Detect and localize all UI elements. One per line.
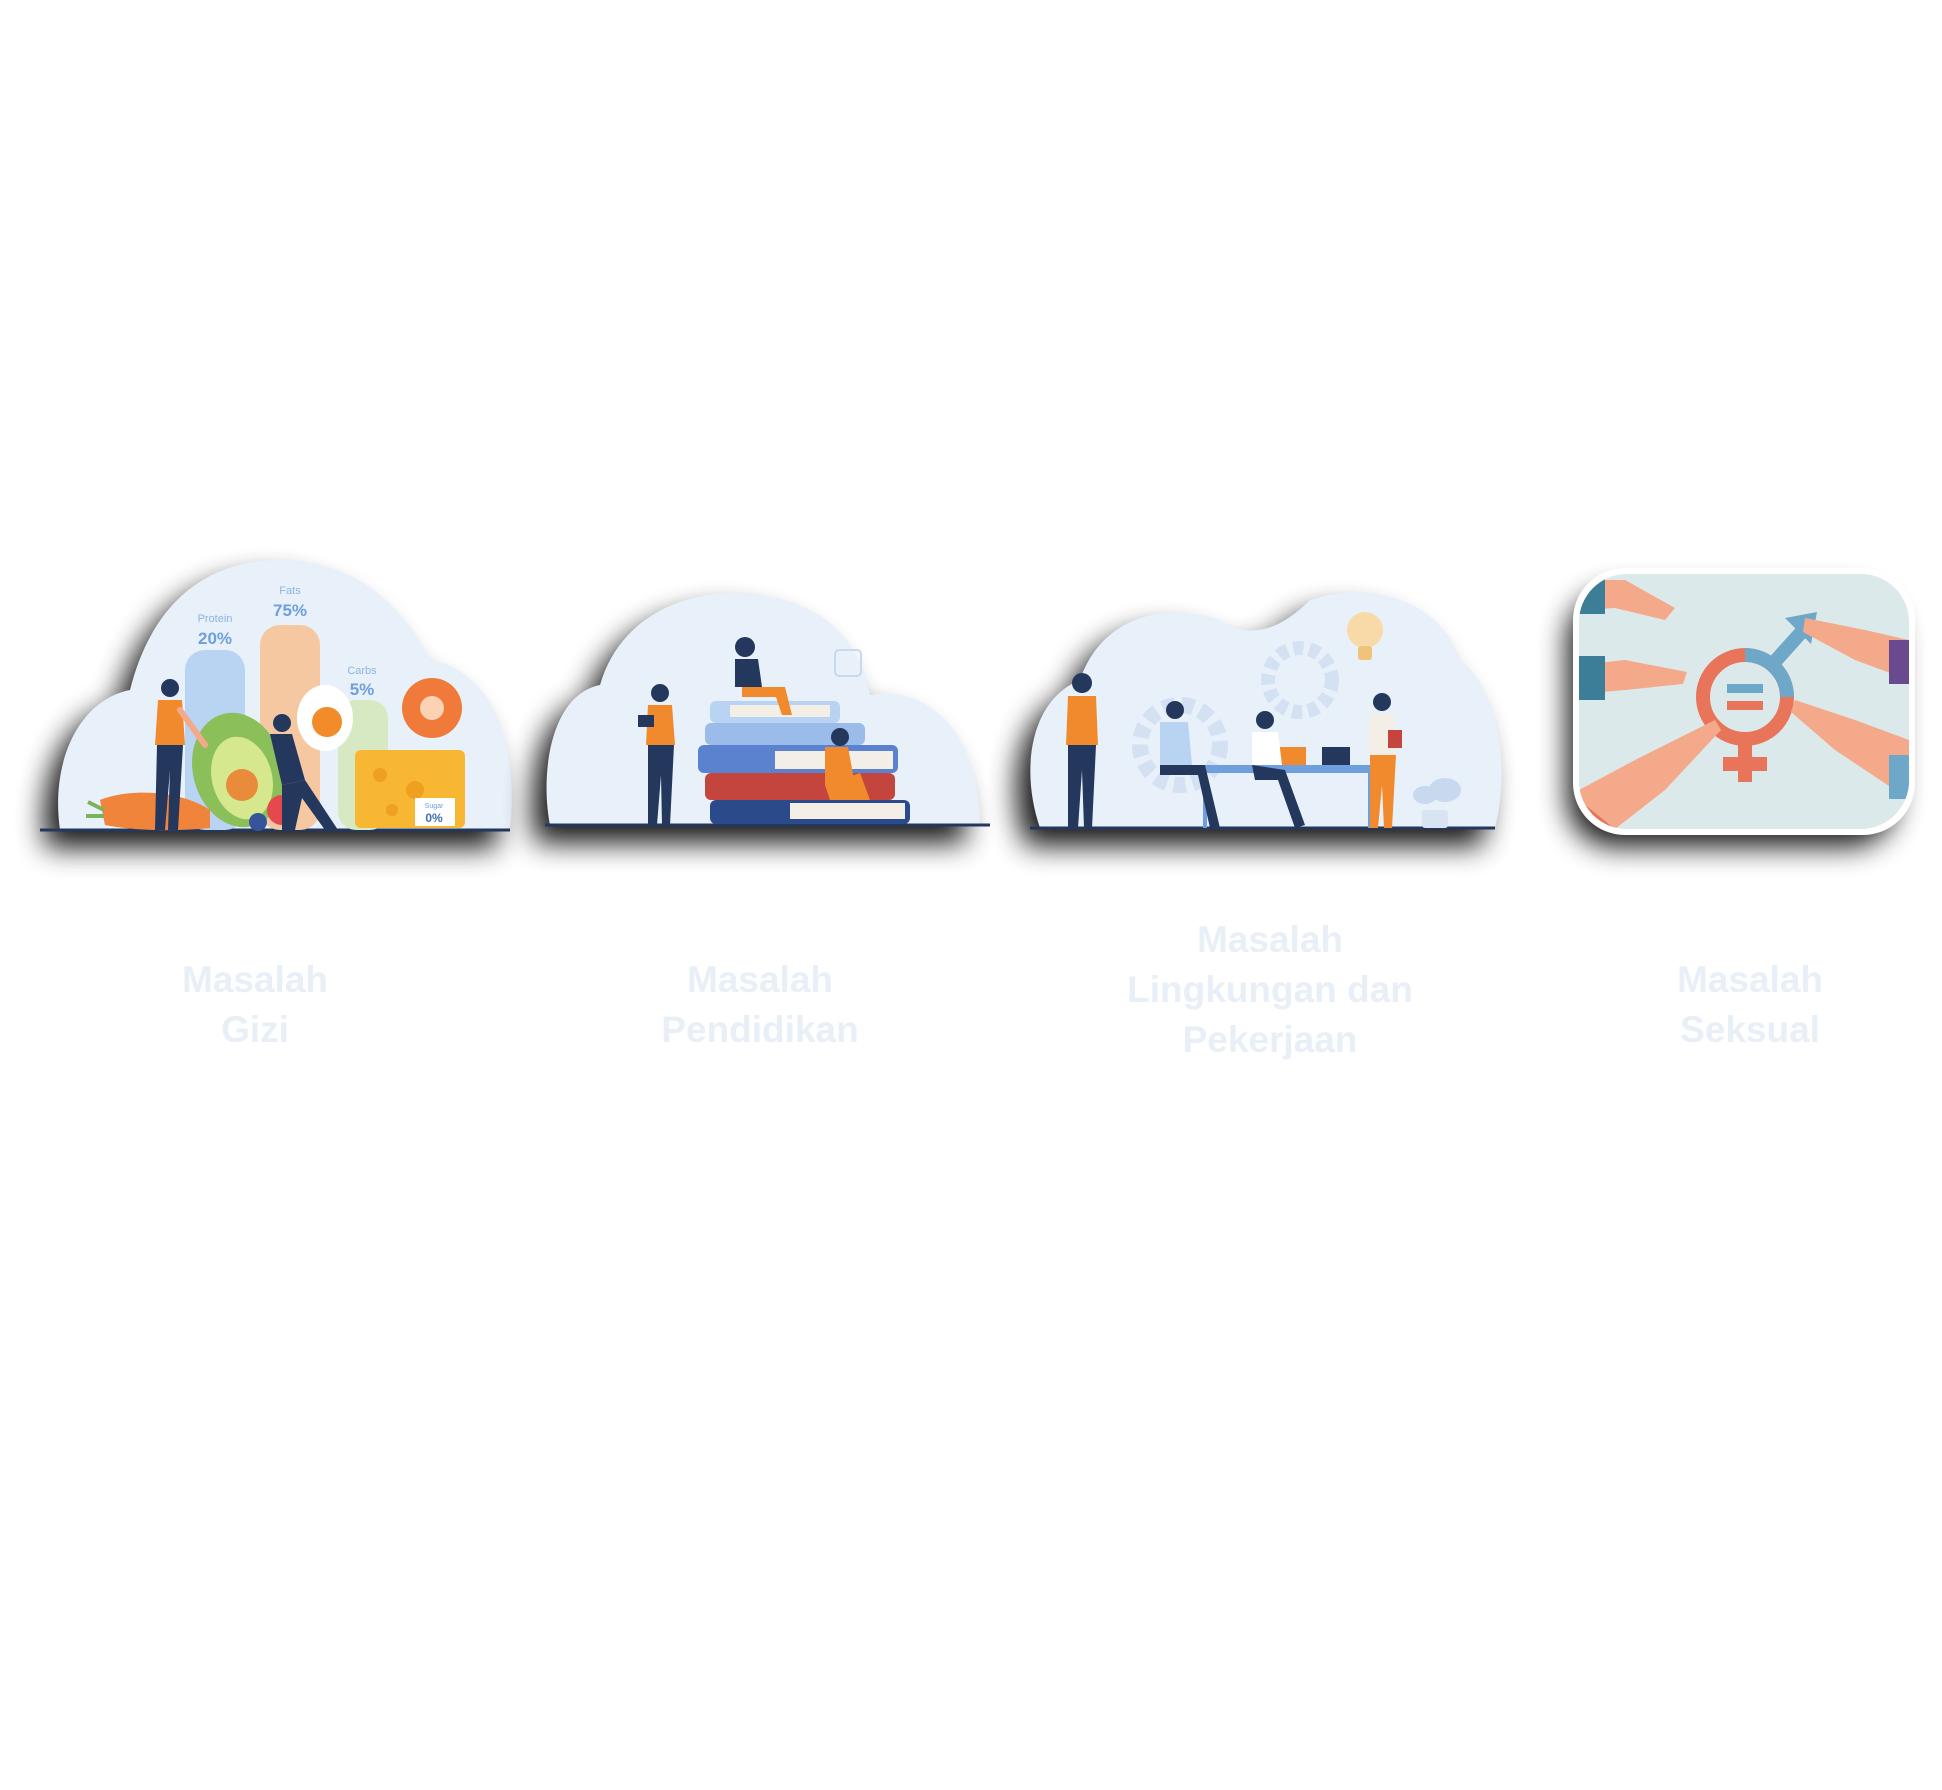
fats-title: Fats — [279, 585, 301, 597]
caption-seksual-line-2: Seksual — [1680, 1009, 1820, 1050]
presenting-woman — [1368, 693, 1402, 828]
woman-figure — [155, 679, 208, 830]
caption-pendidikan-line-1: Masalah — [686, 959, 833, 1000]
caption-gizi-line-1: Masalah — [181, 959, 328, 1000]
seated-man — [1160, 701, 1220, 828]
desk — [1190, 765, 1385, 773]
protein-title: Protein — [198, 613, 233, 625]
caption-gizi-line-2: Gizi — [221, 1009, 289, 1050]
caption-gizi: Masalah Gizi — [155, 955, 355, 1055]
reading-woman-top — [735, 637, 792, 715]
laptop-icon — [1280, 747, 1306, 765]
lightbulb-icon — [1347, 612, 1383, 660]
fats-value: 75% — [273, 601, 307, 620]
caption-lingkungan-line-2: Lingkungan dan — [1127, 969, 1413, 1010]
plant-icon — [1413, 778, 1461, 828]
pointing-hand-icon-2 — [1579, 656, 1687, 700]
seated-reader — [825, 728, 870, 800]
carbs-title: Carbs — [347, 665, 377, 677]
protein-value: 20% — [198, 629, 232, 648]
gizi-illustration: Protein 20% Fats 75% Carbs 5% Sugar 0% — [40, 560, 512, 848]
sugar-title: Sugar — [425, 803, 444, 810]
lingkungan-illustration — [1016, 592, 1502, 846]
caption-seksual: Masalah Seksual — [1650, 955, 1850, 1055]
caption-lingkungan-line-3: Pekerjaan — [1182, 1019, 1358, 1060]
caption-lingkungan-line-1: Masalah — [1196, 919, 1343, 960]
carbs-value: 5% — [350, 680, 375, 699]
standing-reader — [638, 684, 675, 825]
caption-pendidikan: Masalah Pendidikan — [640, 955, 880, 1055]
caption-lingkungan: Masalah Lingkungan dan Pekerjaan — [1090, 915, 1450, 1065]
pendidikan-illustration — [532, 593, 990, 843]
caption-pendidikan-line-2: Pendidikan — [661, 1009, 859, 1050]
gear-icon — [1261, 641, 1339, 719]
man-figure — [270, 714, 338, 830]
blueberry-icon — [249, 813, 267, 831]
caption-seksual-line-1: Masalah — [1676, 959, 1823, 1000]
carrot-icon — [100, 792, 210, 831]
seated-woman — [1252, 711, 1305, 828]
pointing-hand-icon-4 — [1803, 618, 1909, 684]
sugar-value: 0% — [425, 811, 443, 825]
pointing-hand-icon-5 — [1791, 700, 1909, 799]
thinking-man — [1066, 673, 1098, 828]
seksual-illustration — [1567, 568, 1915, 847]
